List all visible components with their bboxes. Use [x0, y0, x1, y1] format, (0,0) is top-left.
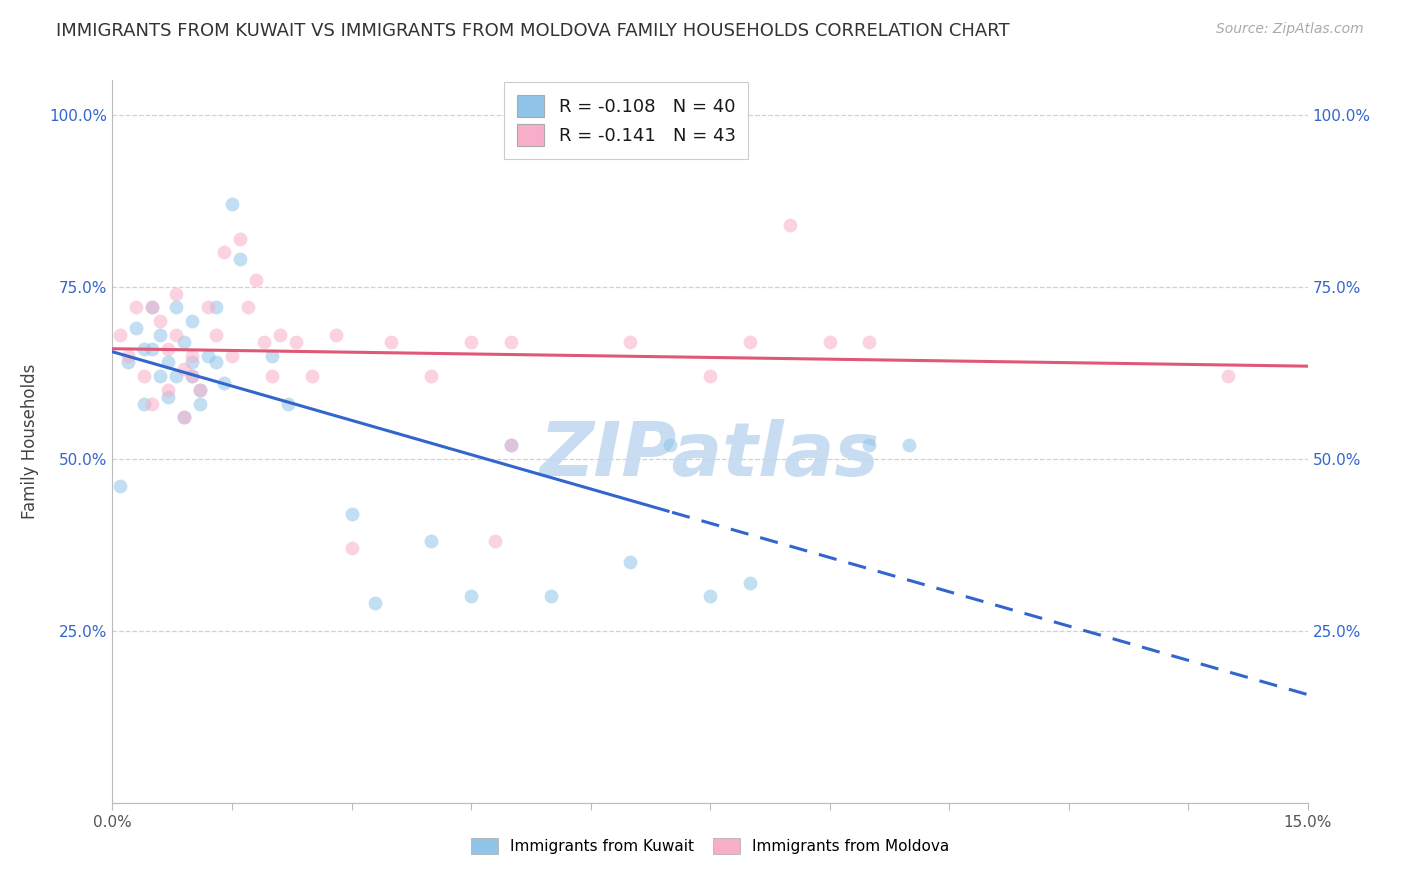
Point	[173, 362, 195, 376]
Point	[141, 397, 163, 411]
Point	[181, 369, 204, 384]
Point	[212, 376, 235, 390]
Point	[229, 231, 252, 245]
Point	[499, 438, 522, 452]
Point	[110, 327, 132, 342]
Point	[165, 369, 187, 384]
Point	[818, 334, 841, 349]
Point	[340, 541, 363, 556]
Point	[149, 369, 172, 384]
Point	[245, 273, 267, 287]
Point	[484, 534, 506, 549]
Point	[125, 301, 148, 315]
Point	[141, 342, 163, 356]
Point	[117, 349, 139, 363]
Point	[1216, 369, 1239, 384]
Point	[149, 327, 172, 342]
Point	[134, 342, 156, 356]
Point	[858, 438, 880, 452]
Point	[125, 321, 148, 335]
Point	[738, 575, 761, 590]
Point	[117, 355, 139, 369]
Point	[188, 383, 211, 397]
Point	[173, 410, 195, 425]
Point	[301, 369, 323, 384]
Point	[420, 534, 443, 549]
Point	[181, 369, 204, 384]
Point	[499, 334, 522, 349]
Point	[858, 334, 880, 349]
Point	[277, 397, 299, 411]
Point	[738, 334, 761, 349]
Point	[659, 438, 682, 452]
Point	[221, 197, 243, 211]
Point	[499, 438, 522, 452]
Point	[779, 218, 801, 232]
Point	[188, 383, 211, 397]
Point	[165, 286, 187, 301]
Point	[134, 397, 156, 411]
Point	[221, 349, 243, 363]
Point	[460, 590, 482, 604]
Point	[364, 596, 387, 610]
Point	[173, 334, 195, 349]
Point	[284, 334, 307, 349]
Point	[205, 355, 228, 369]
Point	[229, 252, 252, 267]
Point	[699, 590, 721, 604]
Text: IMMIGRANTS FROM KUWAIT VS IMMIGRANTS FROM MOLDOVA FAMILY HOUSEHOLDS CORRELATION : IMMIGRANTS FROM KUWAIT VS IMMIGRANTS FRO…	[56, 22, 1010, 40]
Point	[260, 369, 283, 384]
Point	[188, 397, 211, 411]
Point	[181, 355, 204, 369]
Point	[898, 438, 921, 452]
Point	[205, 327, 228, 342]
Point	[165, 301, 187, 315]
Text: ZIPatlas: ZIPatlas	[540, 419, 880, 492]
Point	[197, 301, 219, 315]
Point	[157, 355, 180, 369]
Point	[260, 349, 283, 363]
Point	[253, 334, 276, 349]
Point	[157, 342, 180, 356]
Point	[157, 383, 180, 397]
Point	[619, 555, 641, 569]
Point	[380, 334, 402, 349]
Y-axis label: Family Households: Family Households	[21, 364, 38, 519]
Point	[269, 327, 291, 342]
Point	[149, 314, 172, 328]
Point	[141, 301, 163, 315]
Point	[181, 349, 204, 363]
Point	[325, 327, 347, 342]
Point	[141, 301, 163, 315]
Point	[197, 349, 219, 363]
Point	[181, 314, 204, 328]
Point	[460, 334, 482, 349]
Point	[157, 390, 180, 404]
Point	[165, 327, 187, 342]
Point	[619, 334, 641, 349]
Point	[173, 410, 195, 425]
Point	[420, 369, 443, 384]
Point	[699, 369, 721, 384]
Point	[205, 301, 228, 315]
Point	[134, 369, 156, 384]
Legend: Immigrants from Kuwait, Immigrants from Moldova: Immigrants from Kuwait, Immigrants from …	[464, 832, 956, 860]
Text: Source: ZipAtlas.com: Source: ZipAtlas.com	[1216, 22, 1364, 37]
Point	[540, 590, 562, 604]
Point	[110, 479, 132, 493]
Point	[236, 301, 259, 315]
Point	[340, 507, 363, 521]
Point	[212, 245, 235, 260]
